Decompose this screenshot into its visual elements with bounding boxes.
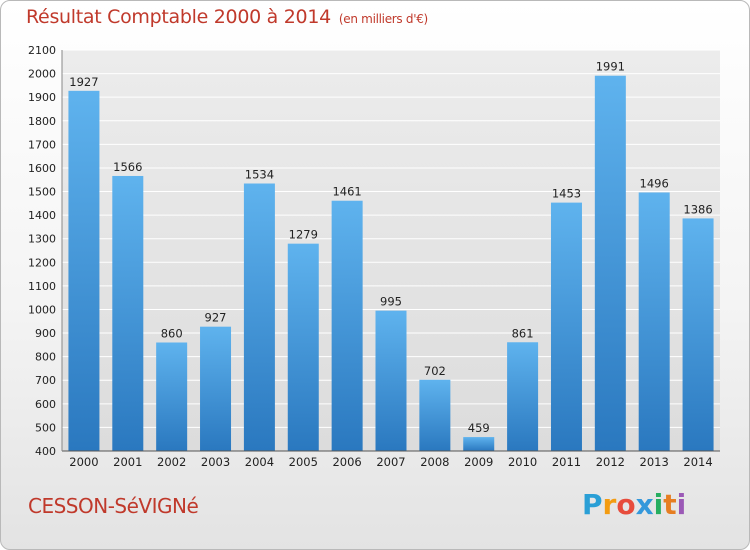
logo-letter: i: [653, 488, 664, 521]
data-label-2008: 702: [424, 364, 446, 378]
bar-2009: [463, 437, 495, 451]
data-label-2009: 459: [468, 421, 490, 435]
data-label-2000: 1927: [69, 75, 98, 89]
data-label-2013: 1496: [640, 176, 669, 190]
y-tick-label: 2100: [28, 44, 56, 57]
data-label-2014: 1386: [683, 202, 712, 216]
y-tick-label: 1600: [28, 162, 56, 175]
city-name: CESSON-SéVIGNé: [28, 494, 199, 518]
logo-letter: r: [602, 488, 617, 521]
chart-title-text: Résultat Comptable 2000 à 2014: [26, 6, 331, 28]
data-label-2012: 1991: [596, 60, 625, 74]
bar-2010: [507, 342, 539, 451]
bar-2000: [68, 90, 100, 451]
proxiti-logo: Proxiti: [582, 488, 686, 521]
x-tick-label-2000: 2000: [69, 455, 98, 469]
logo-letter: x: [635, 488, 654, 521]
bar-2008: [419, 379, 451, 451]
x-tick-label-2008: 2008: [420, 455, 449, 469]
y-tick-label: 700: [35, 374, 56, 387]
data-label-2001: 1566: [113, 160, 142, 174]
bar-2003: [200, 326, 232, 451]
data-label-2005: 1279: [289, 228, 318, 242]
x-tick-label-2003: 2003: [201, 455, 230, 469]
y-tick-label: 1300: [28, 233, 56, 246]
chart-unit: (en milliers d'€): [338, 12, 428, 26]
y-tick-label: 1700: [28, 138, 56, 151]
x-tick-label-2009: 2009: [464, 455, 493, 469]
x-tick-label-2004: 2004: [245, 455, 274, 469]
bar-2011: [550, 202, 582, 451]
y-tick-label: 1500: [28, 186, 56, 199]
bar-2004: [243, 183, 275, 452]
logo-letter: P: [582, 488, 603, 521]
x-tick-label-2001: 2001: [113, 455, 142, 469]
chart-title: Résultat Comptable 2000 à 2014 (en millie…: [26, 6, 428, 28]
y-tick-label: 500: [35, 421, 56, 434]
x-tick-label-2006: 2006: [332, 455, 361, 469]
bar-2002: [156, 342, 188, 451]
data-label-2010: 861: [512, 326, 534, 340]
y-tick-label: 600: [35, 398, 56, 411]
bar-2001: [112, 175, 144, 451]
data-label-2011: 1453: [552, 187, 581, 201]
logo-letter: i: [676, 488, 687, 521]
bar-2006: [331, 200, 363, 451]
x-tick-label-2010: 2010: [508, 455, 537, 469]
logo-letter: t: [663, 488, 677, 521]
bar-2012: [594, 75, 626, 451]
x-tick-label-2007: 2007: [376, 455, 405, 469]
y-tick-label: 800: [35, 351, 56, 364]
logo-letter: o: [616, 488, 636, 521]
bar-2007: [375, 310, 407, 451]
data-label-2002: 860: [161, 326, 183, 340]
y-tick-label: 1100: [28, 280, 56, 293]
bar-2013: [638, 192, 670, 451]
y-tick-label: 1000: [28, 303, 56, 316]
y-tick-label: 1200: [28, 256, 56, 269]
y-tick-label: 900: [35, 327, 56, 340]
bar-2005: [287, 243, 319, 451]
data-label-2003: 927: [205, 311, 227, 325]
x-tick-label-2013: 2013: [640, 455, 669, 469]
bar-2014: [682, 218, 714, 451]
y-tick-label: 1400: [28, 209, 56, 222]
y-tick-label: 1800: [28, 115, 56, 128]
y-tick-label: 2000: [28, 68, 56, 81]
x-tick-label-2011: 2011: [552, 455, 581, 469]
y-tick-label: 1900: [28, 91, 56, 104]
x-tick-label-2005: 2005: [289, 455, 318, 469]
data-label-2006: 1461: [332, 185, 361, 199]
data-label-2007: 995: [380, 295, 402, 309]
y-tick-label: 400: [35, 445, 56, 458]
x-tick-label-2002: 2002: [157, 455, 186, 469]
x-tick-label-2014: 2014: [683, 455, 712, 469]
data-label-2004: 1534: [245, 168, 274, 182]
x-tick-label-2012: 2012: [596, 455, 625, 469]
